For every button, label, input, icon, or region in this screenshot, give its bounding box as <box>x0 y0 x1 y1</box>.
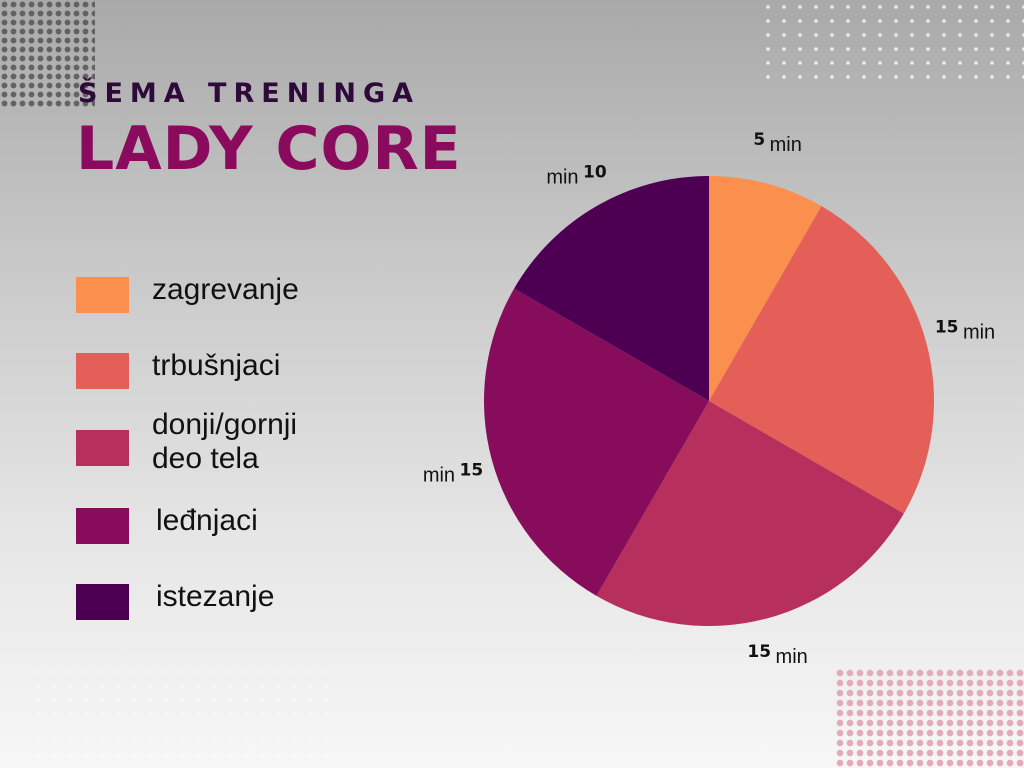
legend-label-line: deo tela <box>152 442 259 475</box>
chart-title: LADY CORE <box>76 114 462 184</box>
chart-subtitle: ŠEMA TRENINGA <box>78 78 421 109</box>
legend-label: trbušnjaci <box>152 349 412 383</box>
slice-unit: min <box>963 321 995 343</box>
pie-slice <box>709 206 935 514</box>
slice-unit: min <box>546 167 578 189</box>
slice-value: 5 <box>753 130 765 150</box>
decor-dots-bottom-right <box>835 668 1024 768</box>
pie-slice <box>709 176 822 401</box>
slice-unit: min <box>770 134 802 156</box>
slice-label: min 10 <box>546 163 607 189</box>
decor-dots-top-right <box>760 0 1024 80</box>
slice-value: 15 <box>935 317 959 337</box>
legend-label-line: zagrevanje <box>152 273 299 306</box>
legend-label-line: trbušnjaci <box>152 349 281 382</box>
slice-label: 15 min <box>935 317 995 343</box>
slice-unit: min <box>423 465 455 487</box>
pie-slice <box>514 176 709 401</box>
legend-label: donji/gornji deo tela <box>152 408 412 476</box>
pie-slice <box>483 288 709 596</box>
decor-dots-bottom-left <box>30 665 330 768</box>
legend-swatch <box>76 277 129 313</box>
decor-dots-top-left <box>0 0 95 108</box>
legend-swatch <box>76 353 129 389</box>
legend-label: istezanje <box>156 580 416 614</box>
legend-swatch <box>76 508 129 544</box>
legend-label-line: donji/gornji <box>152 408 298 441</box>
pie-slice <box>596 401 904 627</box>
legend-swatch <box>76 430 129 466</box>
legend-label-line: istezanje <box>156 580 275 613</box>
slice-value: 10 <box>583 163 607 183</box>
slice-value: 15 <box>460 461 484 481</box>
legend-label-line: leđnjaci <box>156 504 258 537</box>
slice-label: 5 min <box>753 130 802 156</box>
legend-swatch <box>76 584 129 620</box>
slice-value: 15 <box>747 642 771 662</box>
slice-unit: min <box>776 646 808 668</box>
slice-label: 15 min <box>747 642 807 668</box>
legend-label: leđnjaci <box>156 504 416 538</box>
legend-label: zagrevanje <box>152 273 412 307</box>
slice-label: min 15 <box>423 461 483 487</box>
